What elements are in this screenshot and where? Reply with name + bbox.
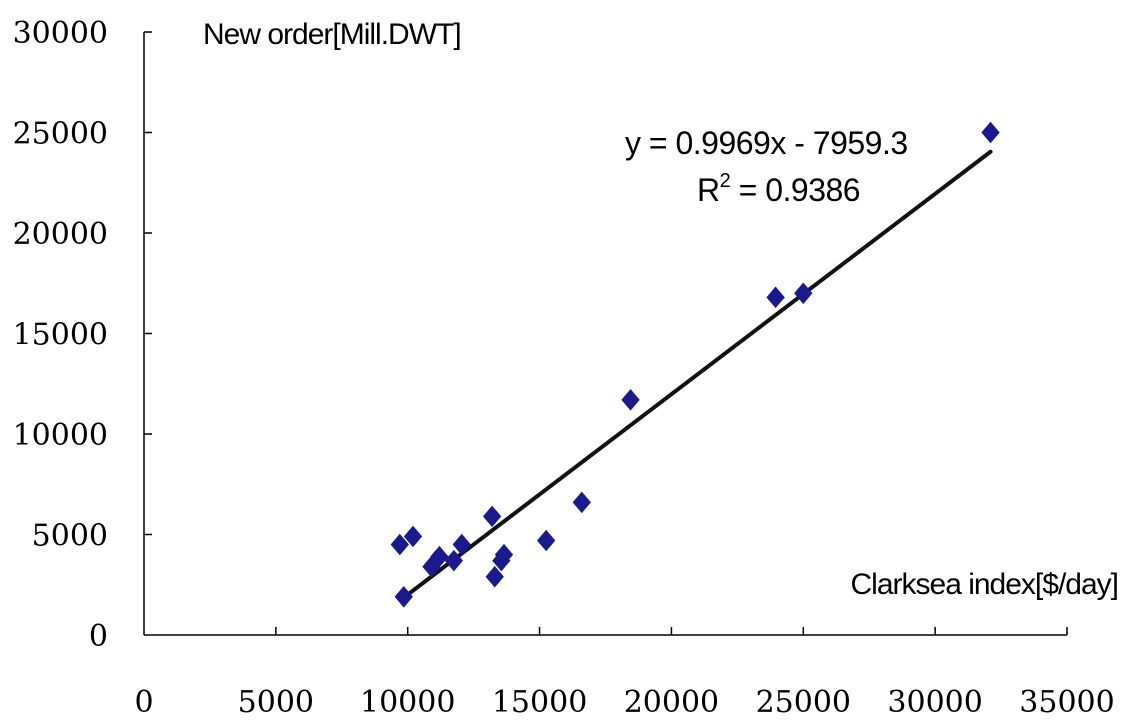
y-tick-label: 15000 [13, 318, 108, 353]
x-tick-label: 10000 [360, 685, 455, 720]
data-points [390, 121, 1000, 608]
r-squared-label: R2 = 0.9386 [697, 170, 860, 208]
data-point [981, 121, 1000, 144]
tick-labels: 0 5000 10000 15000 20000 25000 30000 35000 0 5000… [13, 16, 1115, 720]
y-tick-label: 5000 [32, 519, 108, 554]
x-tick-label: 0 [134, 685, 153, 720]
data-point [494, 543, 514, 566]
x-axis-title: Clarksea index[$/day] [851, 568, 1119, 601]
tick-marks [144, 31, 1068, 635]
x-tick-label: 25000 [756, 685, 851, 720]
data-point [390, 533, 409, 556]
x-tick-label: 5000 [238, 685, 314, 720]
y-tick-label: 10000 [13, 418, 108, 453]
x-tick-label: 35000 [1019, 685, 1114, 720]
data-point [485, 565, 504, 588]
data-point [766, 286, 785, 309]
y-tick-label: 0 [89, 619, 108, 654]
y-tick-label: 20000 [13, 217, 108, 252]
data-point [621, 389, 640, 411]
data-point [572, 491, 591, 514]
r-squared-value: = 0.9386 [730, 172, 860, 208]
r-squared-base: R [697, 172, 720, 208]
data-point [444, 549, 464, 572]
y-axis-title: New order[Mill.DWT] [203, 18, 461, 51]
data-point [403, 525, 423, 548]
data-point [482, 505, 502, 528]
trendline [401, 149, 993, 600]
trendline-group [401, 149, 993, 600]
x-tick-label: 15000 [492, 685, 587, 720]
data-point [430, 545, 449, 568]
axes [143, 32, 1067, 636]
trendline-equation: y = 0.9969x - 7959.3 [625, 125, 908, 161]
x-tick-label: 30000 [887, 685, 982, 720]
y-tick-label: 25000 [13, 117, 108, 152]
x-tick-label: 20000 [624, 685, 719, 720]
data-point [794, 282, 813, 305]
data-point [537, 529, 556, 552]
data-point [394, 586, 413, 608]
data-point [452, 533, 471, 556]
r-squared-superscript: 2 [720, 170, 731, 192]
y-tick-label: 30000 [13, 16, 108, 51]
